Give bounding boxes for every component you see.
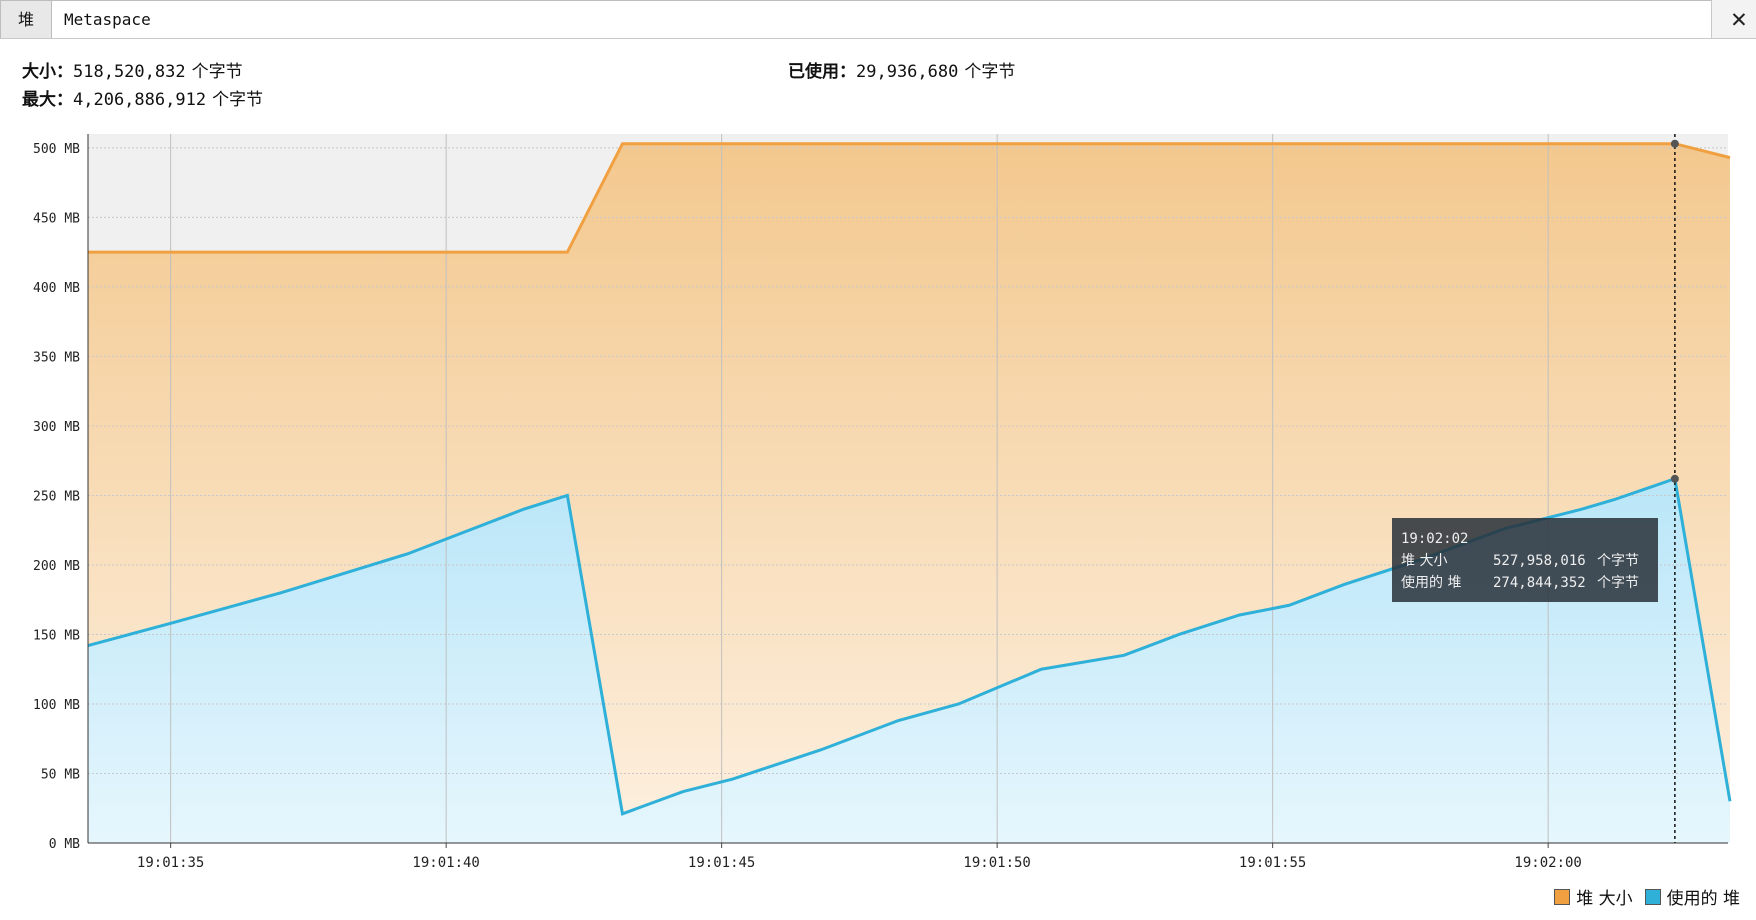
y-tick-label: 300 MB	[33, 420, 80, 435]
tooltip-time: 19:02:02	[1401, 531, 1469, 547]
tooltip-used-name: 使用的 堆	[1401, 575, 1462, 591]
legend-label-heap-size: 堆 大小	[1576, 889, 1633, 909]
cursor-point-heap-size	[1670, 139, 1679, 148]
x-tick-label: 19:01:40	[412, 855, 479, 871]
x-tick-label: 19:02:00	[1514, 855, 1581, 871]
heap-size-label: 大小：	[22, 62, 73, 82]
heap-used-label: 已使用：	[788, 62, 856, 82]
heap-chart[interactable]: 0 MB 50 MB 100 MB 150 MB 200 MB 250 MB 300 MB 3…	[0, 120, 1756, 900]
legend-item-used-heap[interactable]: 使用的 堆	[1644, 884, 1740, 909]
y-tick-label: 200 MB	[33, 559, 80, 574]
heap-used-unit: 个字节	[964, 62, 1016, 82]
legend-swatch-used-heap	[1644, 888, 1661, 905]
x-tick-label: 19:01:45	[688, 855, 755, 871]
x-tick-label: 19:01:55	[1239, 855, 1306, 871]
y-tick-label: 450 MB	[33, 211, 80, 226]
series-line-heap-size	[88, 142, 1731, 254]
tooltip-row-used: 使用的 堆 274,844,352 个字节	[1401, 572, 1649, 594]
heap-max-stat: 最大：4,206,886,912 个字节	[22, 85, 263, 110]
tab-bar: 堆 Metaspace ✕	[0, 0, 1756, 39]
y-tick-label: 100 MB	[33, 698, 80, 713]
series-area-used-heap	[88, 478, 1730, 843]
y-tick-label: 50 MB	[41, 767, 80, 782]
heap-max-value: 4,206,886,912	[73, 90, 207, 110]
chart-tooltip: 19:02:02 堆 大小 527,958,016 个字节 使用的 堆 274,…	[1392, 518, 1658, 602]
y-tick-label: 0 MB	[49, 837, 80, 852]
legend-item-heap-size[interactable]: 堆 大小	[1554, 884, 1633, 909]
heap-size-unit: 个字节	[191, 62, 243, 82]
heap-max-unit: 个字节	[212, 90, 264, 110]
tab-heap[interactable]: 堆	[0, 0, 52, 38]
legend-swatch-heap-size	[1554, 888, 1571, 905]
heap-size-stat: 大小：518,520,832 个字节	[22, 57, 243, 82]
x-tick-label: 19:01:35	[137, 855, 204, 871]
tooltip-row-size: 堆 大小 527,958,016 个字节	[1401, 550, 1649, 572]
heap-used-stat: 已使用：29,936,680 个字节	[788, 57, 1015, 82]
tooltip-used-value: 274,844,352	[1493, 575, 1586, 591]
tooltip-size-name: 堆 大小	[1401, 553, 1448, 569]
x-tick-label: 19:01:50	[963, 855, 1030, 871]
cursor-point-used-heap	[1670, 474, 1679, 483]
y-tick-label: 350 MB	[33, 350, 80, 365]
legend-label-used-heap: 使用的 堆	[1666, 889, 1740, 909]
heap-size-value: 518,520,832	[73, 62, 186, 82]
y-tick-label: 400 MB	[33, 281, 80, 296]
y-tick-label: 150 MB	[33, 628, 80, 643]
y-tick-label: 500 MB	[33, 142, 80, 157]
tooltip-size-unit: 个字节	[1597, 553, 1639, 569]
tooltip-used-unit: 个字节	[1597, 575, 1639, 591]
tab-metaspace[interactable]: Metaspace	[52, 0, 1712, 38]
chart-legend: 堆 大小 使用的 堆	[1542, 884, 1740, 909]
tooltip-size-value: 527,958,016	[1493, 553, 1586, 569]
heap-used-value: 29,936,680	[856, 62, 959, 82]
heap-max-label: 最大：	[22, 90, 73, 110]
y-tick-label: 250 MB	[33, 489, 80, 504]
close-icon[interactable]: ✕	[1731, 4, 1747, 34]
